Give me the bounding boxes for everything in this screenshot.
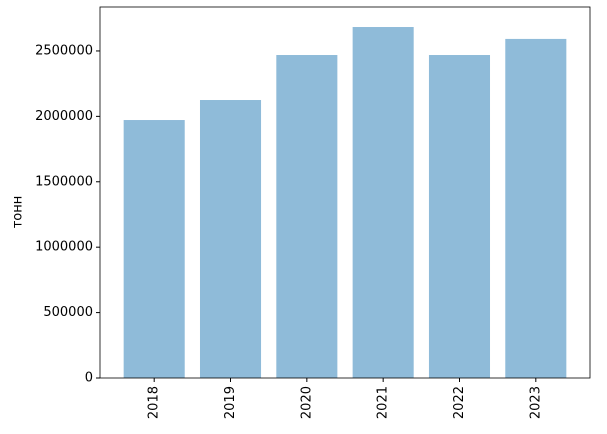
y-tick-label: 2000000 [35,109,93,124]
bar [505,38,567,378]
y-tick-label: 2500000 [35,43,93,58]
x-tick-label: 2020 [299,386,314,419]
bar [123,120,185,379]
bar [352,27,414,378]
plot-frame [99,6,591,379]
x-tick-label: 2022 [452,386,467,419]
y-axis-label: тонн [11,196,26,229]
y-tick-label: 0 [85,371,93,386]
y-tick-label: 500000 [43,305,93,320]
x-tick-label: 2023 [528,386,543,419]
y-tick-label: 1000000 [35,240,93,255]
x-tick-label: 2021 [376,386,391,419]
bar [199,100,262,379]
bar [428,55,491,379]
bar [276,55,338,379]
x-tick-label: 2018 [147,386,162,419]
x-tick-label: 2019 [223,386,238,419]
y-tick-label: 1500000 [35,174,93,189]
